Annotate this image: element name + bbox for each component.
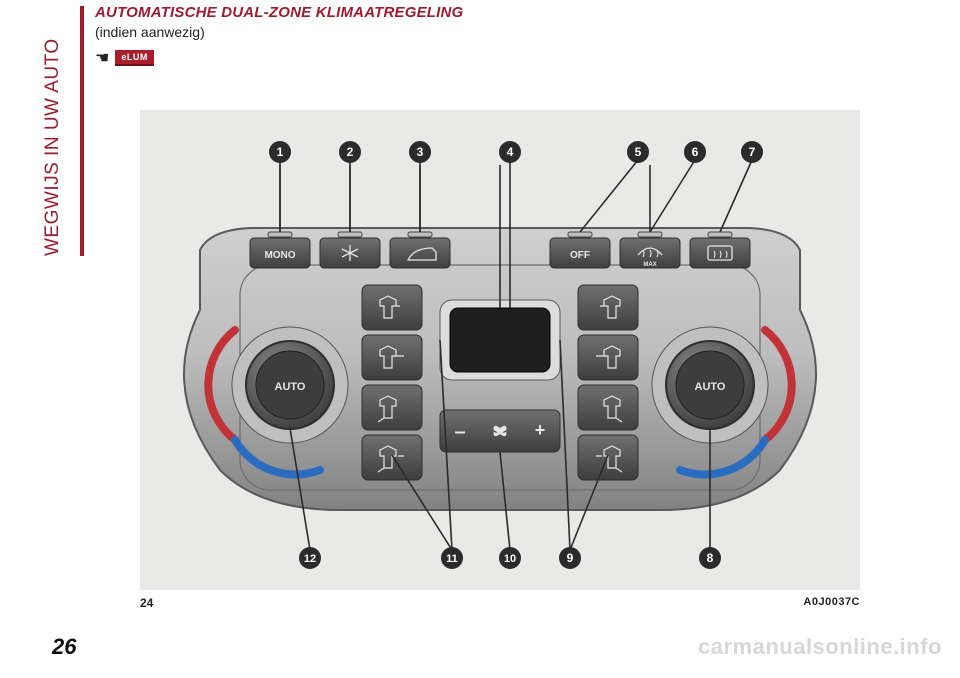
figure-code: A0J0037C <box>803 596 860 608</box>
svg-text:+: + <box>535 420 546 440</box>
svg-text:OFF: OFF <box>570 250 590 261</box>
svg-text:9: 9 <box>567 551 574 565</box>
elum-badge-row: ☚ eLUM <box>95 48 154 68</box>
center-display <box>440 300 560 380</box>
svg-text:5: 5 <box>635 145 642 159</box>
svg-text:3: 3 <box>417 145 424 159</box>
svg-text:1: 1 <box>277 145 284 159</box>
climate-control-diagram: MONO OFF <box>140 110 860 590</box>
svg-text:MAX: MAX <box>643 262 656 268</box>
page-title: AUTOMATISCHE DUAL-ZONE KLIMAATREGELING <box>95 4 463 21</box>
elum-badge: eLUM <box>115 50 154 66</box>
svg-text:10: 10 <box>504 553 516 565</box>
section-label: WEGWIJS IN UW AUTO <box>42 6 72 256</box>
svg-text:8: 8 <box>707 551 714 565</box>
page-number: 26 <box>52 634 76 660</box>
section-divider <box>80 6 84 256</box>
svg-text:2: 2 <box>347 145 354 159</box>
svg-text:6: 6 <box>692 145 699 159</box>
svg-text:4: 4 <box>507 145 514 159</box>
hand-pointer-icon: ☚ <box>95 48 109 68</box>
svg-text:AUTO: AUTO <box>275 381 306 393</box>
fan-speed-rocker: – + <box>440 410 560 452</box>
svg-text:MONO: MONO <box>264 250 295 261</box>
svg-text:11: 11 <box>446 553 458 565</box>
page: WEGWIJS IN UW AUTO AUTOMATISCHE DUAL-ZON… <box>0 0 960 678</box>
page-subtitle: (indien aanwezig) <box>95 24 205 40</box>
svg-text:12: 12 <box>304 553 316 565</box>
svg-text:AUTO: AUTO <box>695 381 726 393</box>
figure-panel: MONO OFF <box>140 110 860 590</box>
svg-text:–: – <box>454 421 465 443</box>
watermark: carmanualsonline.info <box>698 634 942 660</box>
svg-text:7: 7 <box>749 145 756 159</box>
figure-number: 24 <box>140 596 153 610</box>
